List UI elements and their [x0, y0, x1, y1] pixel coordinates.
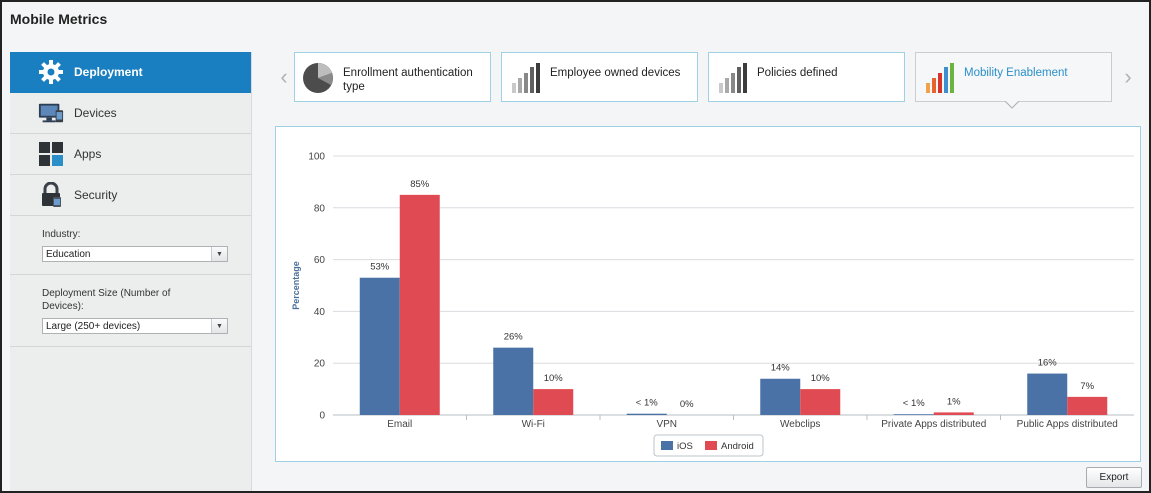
data-label: 26% — [504, 332, 524, 343]
y-tick-label: 60 — [314, 255, 326, 266]
y-axis-title: Percentage — [291, 261, 301, 310]
tab-mobility-enablement[interactable]: Mobility Enablement — [915, 52, 1112, 102]
active-tab-pointer — [1005, 101, 1019, 109]
sidebar-item-apps[interactable]: Apps — [10, 134, 251, 175]
sidebar-item-label: Apps — [74, 147, 102, 161]
legend-label: Android — [721, 441, 754, 452]
data-label: 1% — [947, 396, 961, 407]
bar-ios — [493, 347, 534, 415]
tab-label: Employee owned devices — [550, 67, 681, 79]
y-tick-label: 100 — [308, 152, 325, 163]
bar-ios — [893, 414, 934, 415]
bar-ios — [760, 378, 801, 415]
chart-panel: 0 20 40 60 80 100 Percentage 53% 85% Email 26% 10% W… — [275, 126, 1141, 462]
industry-label: Industry: — [42, 229, 81, 240]
deployment-size-filter: Deployment Size (Number of Devices): Lar… — [10, 275, 251, 347]
tab-label: Policies defined — [757, 67, 838, 79]
data-label: 10% — [544, 373, 564, 384]
bar-android — [1067, 396, 1108, 415]
bar-gray-icon — [715, 61, 751, 95]
x-tick-label: Wi-Fi — [522, 419, 545, 430]
y-tick-label: 20 — [314, 359, 326, 370]
legend-swatch-android — [705, 441, 717, 450]
sidebar: Deployment Devices — [10, 52, 252, 491]
data-label: 53% — [370, 262, 390, 273]
y-tick-label: 80 — [314, 203, 326, 214]
sidebar-item-label: Devices — [74, 106, 117, 120]
deployment-size-select-value: Large (250+ devices) — [46, 320, 141, 332]
lock-icon — [38, 182, 64, 208]
industry-filter: Industry: Education ▼ — [10, 216, 251, 275]
sidebar-item-label: Security — [74, 188, 118, 202]
bar-ios — [1027, 373, 1068, 415]
gear-icon — [38, 59, 64, 85]
bar-android — [399, 194, 440, 415]
tab-label: Mobility Enablement — [964, 67, 1068, 79]
sidebar-item-security[interactable]: Security — [10, 175, 251, 216]
data-label: < 1% — [636, 398, 658, 409]
legend-swatch-ios — [661, 441, 673, 450]
deployment-size-label: Deployment Size (Number of Devices): — [42, 288, 171, 312]
tabs-prev-arrow-icon[interactable]: ‹ — [280, 64, 288, 89]
bar-android — [800, 389, 841, 415]
industry-select[interactable]: Education ▼ — [42, 246, 228, 262]
tab-policies-defined[interactable]: Policies defined — [708, 52, 905, 102]
bar-chart: 0 20 40 60 80 100 Percentage 53% 85% Email 26% 10% W… — [291, 152, 1134, 457]
x-tick-label: Email — [387, 419, 412, 430]
bar-color-icon — [922, 61, 958, 95]
data-label: 14% — [771, 363, 791, 374]
data-label: 0% — [680, 399, 694, 410]
data-label: 7% — [1080, 381, 1094, 392]
bar-gray-icon — [508, 61, 544, 95]
tab-employee-owned-devices[interactable]: Employee owned devices — [501, 52, 698, 102]
data-label: 85% — [410, 179, 430, 190]
tab-enrollment-authentication[interactable]: Enrollment authentication type — [294, 52, 491, 102]
bar-ios — [626, 413, 667, 415]
sidebar-item-devices[interactable]: Devices — [10, 93, 251, 134]
bar-android — [533, 389, 574, 415]
data-label: < 1% — [903, 398, 925, 409]
industry-select-value: Education — [46, 248, 91, 260]
app-title: Mobile Metrics — [10, 11, 108, 27]
legend-label: iOS — [677, 441, 693, 452]
x-tick-label: Private Apps distributed — [881, 419, 986, 430]
deployment-size-select[interactable]: Large (250+ devices) ▼ — [42, 318, 228, 334]
tabs-next-arrow-icon[interactable]: › — [1124, 64, 1132, 89]
bar-android — [933, 412, 974, 415]
x-tick-label: Webclips — [780, 419, 820, 430]
apps-grid-icon — [38, 141, 64, 167]
chevron-down-icon: ▼ — [211, 319, 227, 333]
tab-label: Enrollment authentication type — [343, 67, 473, 93]
x-tick-label: VPN — [656, 419, 677, 430]
data-label: 16% — [1038, 358, 1058, 369]
chevron-down-icon: ▼ — [211, 247, 227, 261]
y-tick-label: 0 — [319, 411, 325, 422]
pie-icon — [301, 61, 337, 95]
sidebar-item-deployment[interactable]: Deployment — [10, 52, 251, 93]
export-button[interactable]: Export — [1086, 467, 1142, 488]
devices-icon — [38, 100, 64, 126]
sidebar-item-label: Deployment — [74, 65, 143, 79]
y-tick-label: 40 — [314, 307, 326, 318]
bar-ios — [359, 277, 400, 415]
x-tick-label: Public Apps distributed — [1017, 419, 1118, 430]
data-label: 10% — [811, 373, 831, 384]
